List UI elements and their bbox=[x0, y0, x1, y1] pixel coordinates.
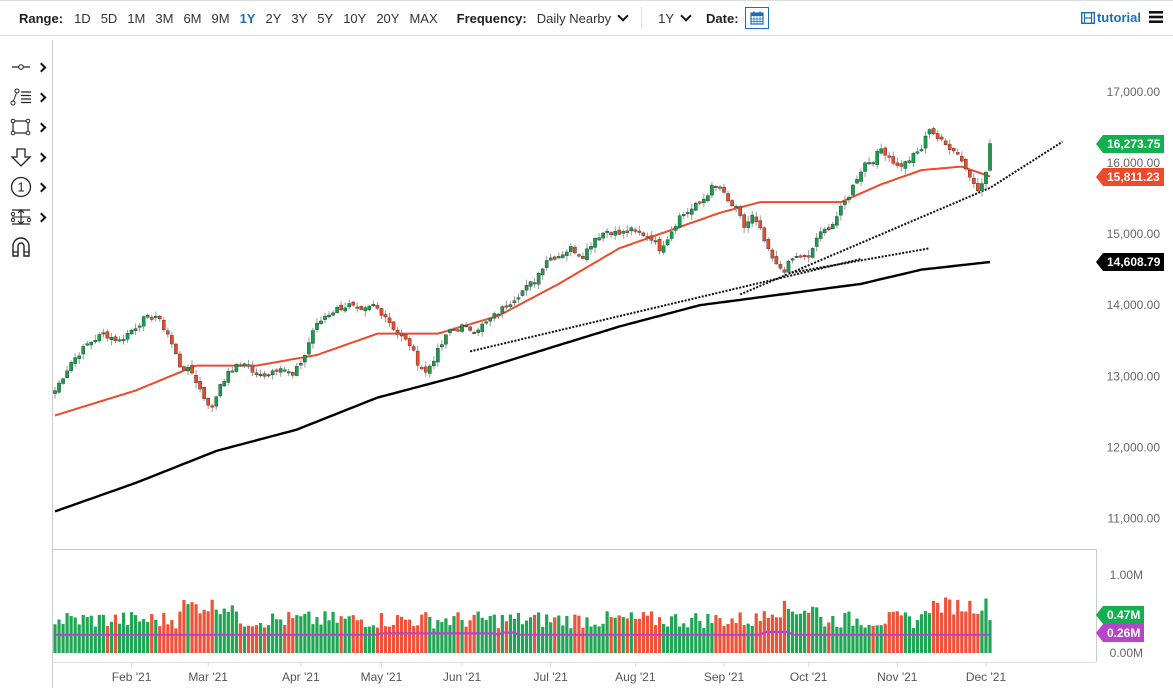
x-tick-label: Apr '21 bbox=[282, 670, 320, 684]
frequency-selector: Frequency: Daily Nearby 1Y bbox=[457, 7, 696, 29]
x-tick-label: May '21 bbox=[361, 670, 403, 684]
range-button-1y[interactable]: 1Y bbox=[239, 10, 256, 26]
price-y-axis: 11,000.00 12,000.00 13,000.00 14,000.00 15,0… bbox=[1107, 85, 1161, 526]
volume-tick-label: 1.00M bbox=[1110, 568, 1143, 582]
trendline[interactable] bbox=[469, 258, 862, 353]
magnet-button[interactable] bbox=[10, 236, 50, 258]
range-selector: Range: 1D 5D 1M 3M 6M 9M 1Y 2Y 3Y 5Y 10Y 20Y MAX bbox=[19, 11, 443, 26]
date-selector: Date: bbox=[706, 7, 769, 29]
ma50-price-tag: 15,811.23 bbox=[1096, 168, 1164, 186]
measure-tool-icon bbox=[10, 209, 32, 225]
volume-bars bbox=[53, 597, 992, 653]
volume-average-tag: 0.26M bbox=[1095, 624, 1145, 642]
range-button-10y[interactable]: 10Y bbox=[343, 10, 367, 26]
x-tick-label: Jun '21 bbox=[443, 670, 482, 684]
x-tick-label: Oct '21 bbox=[790, 670, 828, 684]
frequency-dropdown[interactable]: Daily Nearby bbox=[533, 10, 633, 26]
x-tick-label: Aug '21 bbox=[615, 670, 656, 684]
x-tick-label: Mar '21 bbox=[188, 670, 228, 684]
range-button-1m[interactable]: 1M bbox=[127, 10, 146, 26]
chart-toolbar: Range: 1D 5D 1M 3M 6M 9M 1Y 2Y 3Y 5Y 10Y 20Y MAX Fre… bbox=[0, 0, 1173, 36]
range-button-5d[interactable]: 5D bbox=[100, 10, 118, 26]
candlesticks bbox=[53, 126, 992, 412]
tutorial-label: tutorial bbox=[1096, 10, 1141, 25]
y-tick-label: 13,000.00 bbox=[1107, 369, 1161, 383]
range-button-1d[interactable]: 1D bbox=[74, 10, 91, 26]
magnet-icon bbox=[12, 237, 30, 257]
rectangle-tool-button[interactable] bbox=[10, 116, 50, 138]
x-tick-label: Feb '21 bbox=[112, 670, 152, 684]
line-tool-icon bbox=[12, 64, 30, 70]
tutorial-link[interactable]: tutorial bbox=[1080, 10, 1141, 25]
range-button-6m[interactable]: 6M bbox=[183, 10, 202, 26]
line-tool-button[interactable] bbox=[10, 56, 50, 78]
film-icon bbox=[1080, 11, 1095, 24]
x-tick-label: Nov '21 bbox=[877, 670, 918, 684]
range-button-5y[interactable]: 5Y bbox=[317, 10, 334, 26]
ma200-line bbox=[54, 260, 991, 513]
frequency-label: Frequency: bbox=[456, 10, 527, 26]
trendline[interactable] bbox=[788, 247, 930, 275]
annotation-number-icon: 1 bbox=[10, 176, 32, 198]
fibonacci-tool-button[interactable] bbox=[10, 86, 50, 108]
volume-last-tag: 0.47M bbox=[1095, 606, 1145, 624]
x-tick-label: Sep '21 bbox=[704, 670, 745, 684]
y-tick-label: 16,000.00 bbox=[1107, 156, 1161, 170]
frequency-value: Daily Nearby bbox=[536, 10, 612, 26]
arrow-down-tool-icon bbox=[10, 148, 32, 167]
range-button-2y[interactable]: 2Y bbox=[265, 10, 282, 26]
range-button-9m[interactable]: 9M bbox=[211, 10, 230, 26]
y-tick-label: 15,000.00 bbox=[1107, 227, 1161, 241]
range-button-max[interactable]: MAX bbox=[409, 10, 438, 26]
menu-button[interactable] bbox=[1149, 10, 1163, 28]
date-label: Date: bbox=[706, 10, 739, 26]
x-tick-label: Dec '21 bbox=[966, 670, 1007, 684]
range-button-3y[interactable]: 3Y bbox=[291, 10, 308, 26]
period-value: 1Y bbox=[658, 10, 675, 26]
arrow-tool-button[interactable] bbox=[10, 146, 50, 168]
fibonacci-tool-icon bbox=[10, 88, 31, 106]
range-label: Range: bbox=[19, 10, 64, 26]
svg-text:1: 1 bbox=[17, 180, 24, 195]
y-tick-label: 12,000.00 bbox=[1107, 440, 1161, 454]
range-button-3m[interactable]: 3M bbox=[155, 10, 174, 26]
volume-y-axis: 1.00M 0.00M bbox=[1110, 568, 1143, 660]
volume-average-line bbox=[55, 630, 990, 636]
range-buttons: 1D 5D 1M 3M 6M 9M 1Y 2Y 3Y 5Y 10Y 20Y MAX bbox=[69, 11, 443, 26]
calendar-icon bbox=[749, 11, 764, 25]
last-price-tag: 16,273.75 bbox=[1095, 135, 1165, 153]
volume-tick-label: 0.00M bbox=[1110, 646, 1143, 660]
date-x-axis: Feb '21 Mar '21 Apr '21 May '21 Jun '21 Jul '… bbox=[112, 662, 1007, 684]
range-button-20y[interactable]: 20Y bbox=[376, 10, 400, 26]
annotation-tool-button[interactable]: 1 bbox=[10, 176, 50, 198]
measure-tool-button[interactable] bbox=[10, 206, 50, 228]
period-dropdown[interactable]: 1Y bbox=[654, 10, 696, 26]
ma50-line bbox=[54, 165, 991, 417]
x-tick-label: Jul '21 bbox=[534, 670, 569, 684]
rectangle-tool-icon bbox=[10, 118, 31, 136]
y-tick-label: 17,000.00 bbox=[1107, 85, 1161, 99]
y-tick-label: 14,000.00 bbox=[1107, 298, 1161, 312]
y-tick-label: 11,000.00 bbox=[1108, 512, 1161, 526]
hamburger-menu-icon bbox=[1149, 11, 1163, 23]
calendar-button[interactable] bbox=[744, 7, 769, 29]
trendlines[interactable] bbox=[469, 140, 1064, 353]
ma200-price-tag: 14,608.79 bbox=[1095, 253, 1165, 271]
toolbar-divider bbox=[641, 7, 643, 29]
